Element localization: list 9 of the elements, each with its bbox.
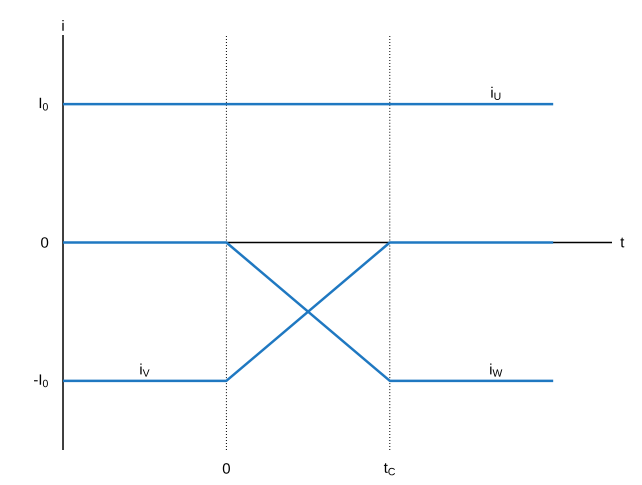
series-label: i$_{W}$ — [490, 364, 502, 377]
text: 0 — [41, 237, 48, 248]
x-axis-title: t — [620, 238, 624, 248]
series-label: i$_{U}$ — [491, 86, 500, 100]
text: I$_{0}$ — [40, 98, 48, 111]
text: -I$_{0}$ — [34, 374, 48, 388]
y-axis-title: i — [62, 20, 64, 31]
series-label: i$_{V}$ — [140, 364, 150, 377]
x-tick-label: t$_{C}$ — [384, 463, 395, 476]
